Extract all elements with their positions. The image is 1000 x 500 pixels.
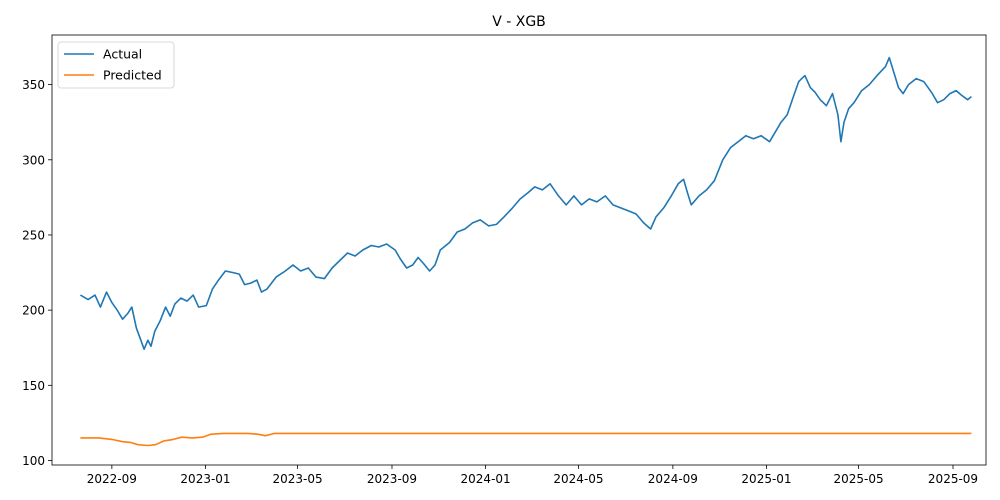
legend-label-predicted: Predicted	[103, 68, 162, 83]
x-axis: 2022-09 2023-01 2023-05 2023-09 2024-01 2024-…	[87, 465, 978, 486]
x-tick-label: 2024-09	[648, 472, 698, 486]
legend-label-actual: Actual	[103, 47, 142, 62]
y-tick-label: 200	[22, 304, 45, 318]
y-tick-label: 100	[22, 454, 45, 468]
y-tick-label: 150	[22, 379, 45, 393]
x-tick-label: 2025-05	[834, 472, 884, 486]
x-tick-label: 2024-01	[461, 472, 511, 486]
series-layer	[79, 56, 972, 447]
x-tick-label: 2023-09	[367, 472, 417, 486]
chart-title: V - XGB	[492, 14, 546, 30]
x-tick-label: 2023-01	[180, 472, 230, 486]
x-tick-label: 2022-09	[87, 472, 137, 486]
y-tick-label: 250	[22, 228, 45, 242]
x-tick-label: 2025-01	[741, 472, 791, 486]
x-tick-label: 2023-05	[273, 472, 323, 486]
series-line-actual	[79, 56, 972, 350]
series-line-predicted	[80, 432, 972, 447]
x-tick-label: 2024-05	[553, 472, 603, 486]
legend: Actual Predicted	[57, 41, 175, 89]
x-tick-label: 2025-09	[928, 472, 978, 486]
y-axis: 100 150 200 250 300 350	[22, 78, 52, 468]
y-tick-label: 300	[22, 153, 45, 167]
plot-area-frame	[51, 34, 987, 466]
y-tick-label: 350	[22, 78, 45, 92]
